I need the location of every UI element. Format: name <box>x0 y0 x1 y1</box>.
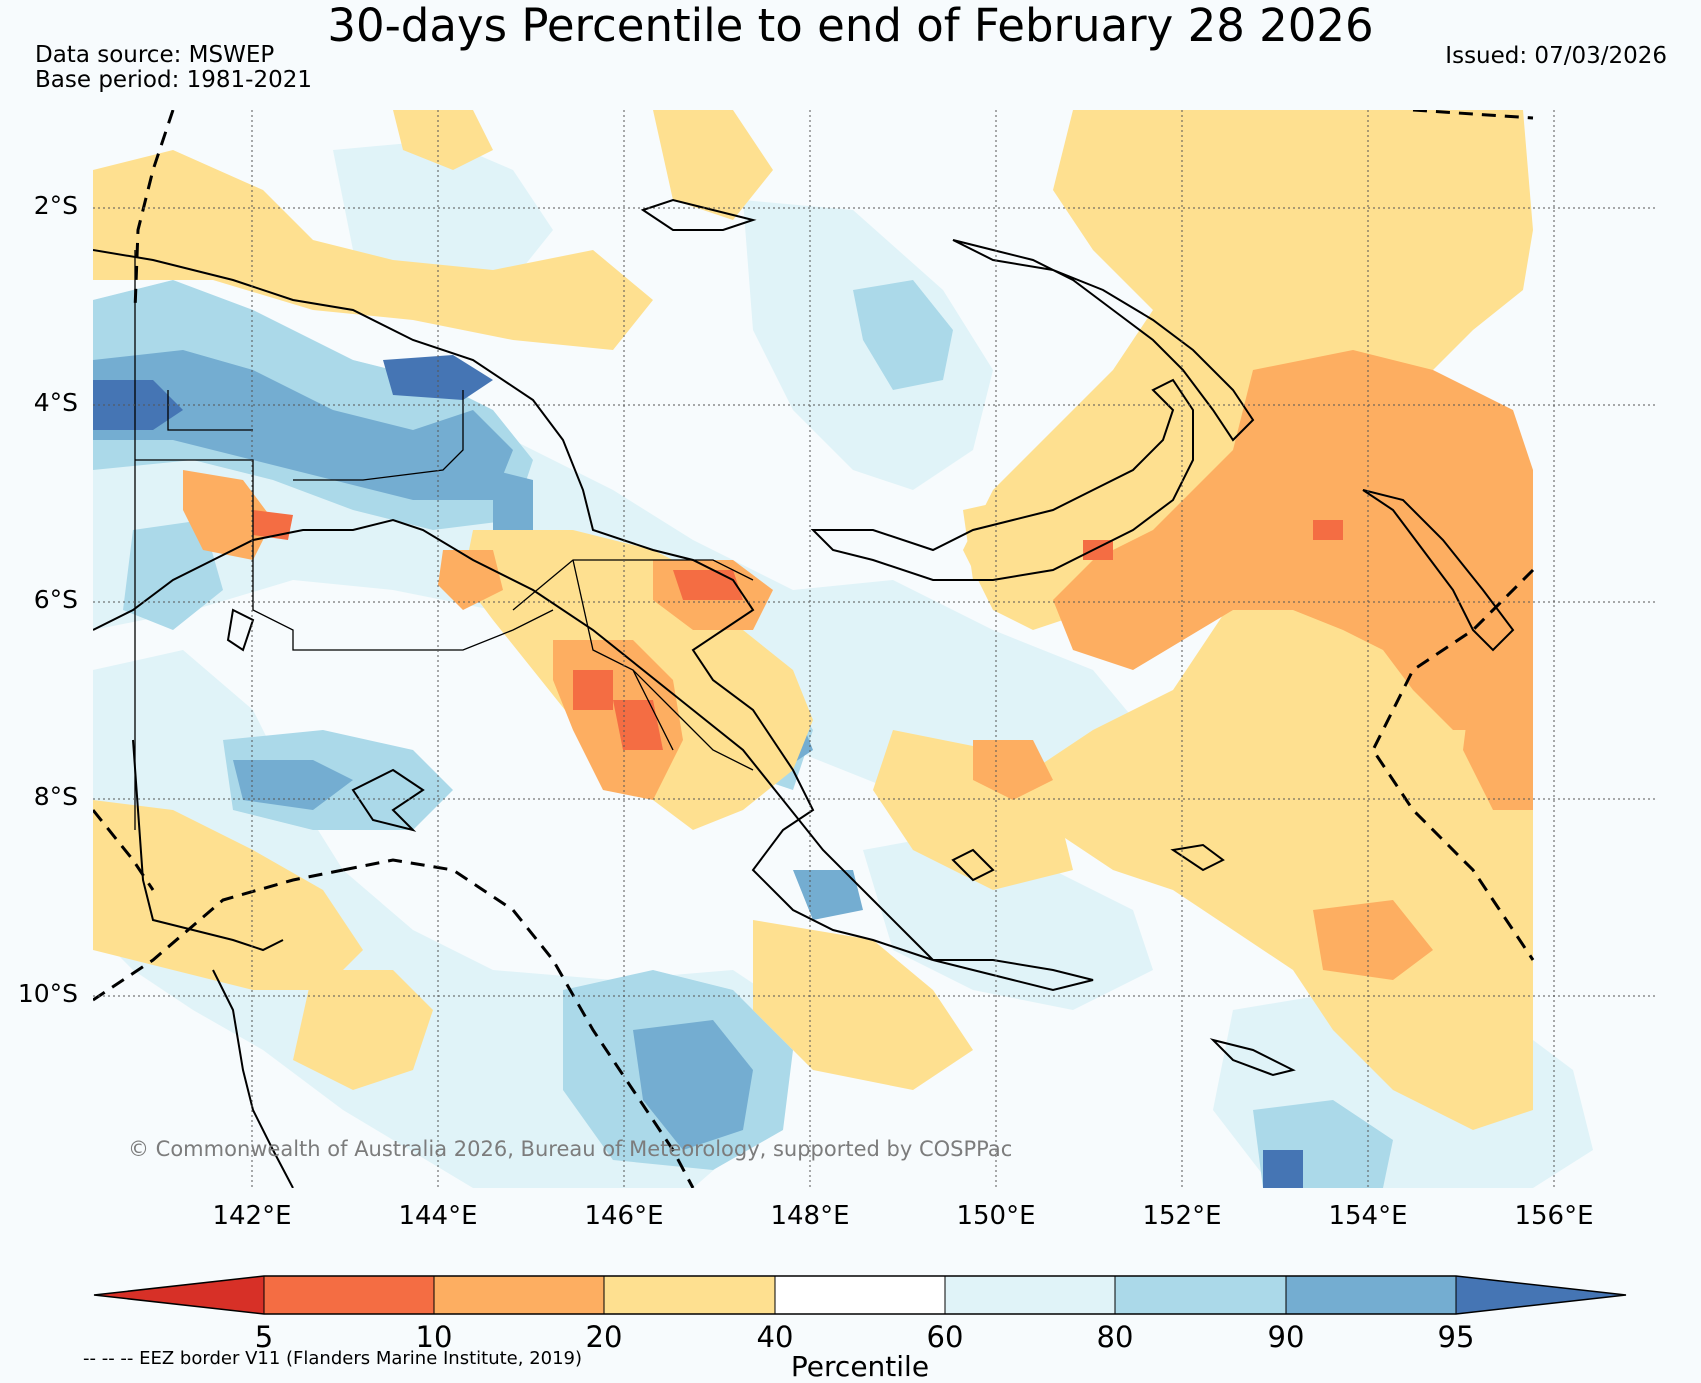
lon-label-154e: 154°E <box>1328 1201 1408 1231</box>
colorbar-segment-60-80 <box>945 1276 1115 1314</box>
graticule <box>93 110 1658 1188</box>
colorbar-segment-20-40 <box>604 1276 775 1314</box>
lat-label-10s: 10°S <box>17 979 78 1008</box>
colorbar-tick-60: 60 <box>926 1320 964 1354</box>
eez-borders <box>93 110 1535 1188</box>
colorbar-segment-above-95 <box>1456 1276 1626 1314</box>
colorbar-segment-80-90 <box>1115 1276 1286 1314</box>
lat-label-2s: 2°S <box>33 191 78 220</box>
coastlines <box>93 198 1515 1188</box>
lat-label-8s: 8°S <box>33 782 78 811</box>
data-source: Data source: MSWEP <box>35 42 275 68</box>
colorbar-tick-5: 5 <box>254 1320 274 1354</box>
lat-label-6s: 6°S <box>33 585 78 614</box>
colorbar-segment-90-95 <box>1286 1276 1456 1314</box>
percentile-90-95-regions <box>93 350 863 1150</box>
colorbar-tick-20: 20 <box>585 1320 623 1354</box>
map-title: 30-days Percentile to end of February 28… <box>327 0 1374 52</box>
colorbar-tick-90: 90 <box>1267 1320 1305 1354</box>
base-period: Base period: 1981-2021 <box>35 67 313 93</box>
colorbar <box>93 1275 1627 1315</box>
colorbar-label: Percentile <box>790 1350 930 1383</box>
eez-legend-note: -- -- -- EEZ border V11 (Flanders Marine… <box>83 1348 583 1369</box>
colorbar-tick-10: 10 <box>415 1320 453 1354</box>
province-borders <box>134 250 754 830</box>
lon-label-152e: 152°E <box>1142 1201 1222 1231</box>
copyright-notice: © Commonwealth of Australia 2026, Bureau… <box>128 1137 1013 1161</box>
percentile-map <box>93 110 1658 1188</box>
lon-label-144e: 144°E <box>398 1201 478 1231</box>
colorbar-segment-5-10 <box>264 1276 434 1314</box>
colorbar-tick-80: 80 <box>1096 1320 1134 1354</box>
lon-label-146e: 146°E <box>584 1201 664 1231</box>
issued-date: Issued: 07/03/2026 <box>1445 43 1667 69</box>
colorbar-tick-95: 95 <box>1437 1320 1475 1354</box>
percentile-5-10-regions <box>253 510 1343 750</box>
lon-label-150e: 150°E <box>956 1201 1036 1231</box>
colorbar-tick-40: 40 <box>756 1320 794 1354</box>
colorbar-segment-below-5 <box>94 1276 264 1314</box>
lat-label-4s: 4°S <box>33 388 78 417</box>
lon-label-148e: 148°E <box>770 1201 850 1231</box>
colorbar-segment-40-60 <box>775 1276 945 1314</box>
lon-label-142e: 142°E <box>212 1201 292 1231</box>
lon-label-156e: 156°E <box>1514 1201 1594 1231</box>
colorbar-segment-10-20 <box>434 1276 604 1314</box>
